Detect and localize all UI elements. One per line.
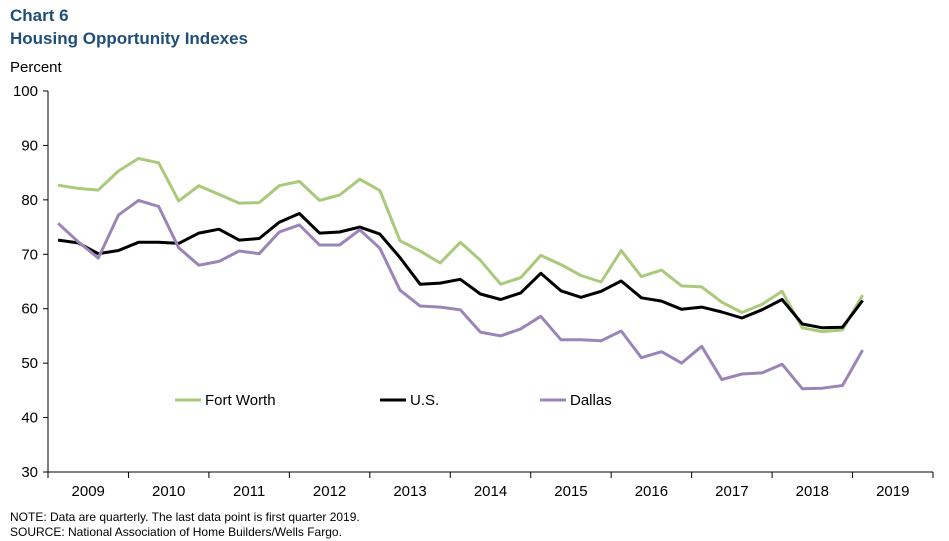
y-tick-label: 100 — [13, 83, 38, 100]
legend-label: Fort Worth — [205, 392, 276, 409]
x-tick-label: 2017 — [715, 483, 748, 500]
y-tick-label: 60 — [21, 301, 38, 318]
y-tick-label: 70 — [21, 246, 38, 263]
y-tick-label: 90 — [21, 137, 38, 154]
x-tick-label: 2009 — [72, 483, 105, 500]
series-line — [57, 212, 864, 330]
x-tick-label: 2012 — [313, 483, 346, 500]
x-tick-label: 2015 — [554, 483, 587, 500]
legend-label: U.S. — [410, 392, 439, 409]
x-tick-label: 2010 — [152, 483, 185, 500]
series-line — [57, 157, 864, 334]
x-tick-label: 2013 — [393, 483, 426, 500]
source: SOURCE: National Association of Home Bui… — [10, 525, 342, 539]
x-tick-label: 2019 — [876, 483, 909, 500]
note: NOTE: Data are quarterly. The last data … — [10, 510, 360, 524]
y-tick-label: 40 — [21, 410, 38, 427]
series-line — [57, 198, 864, 391]
y-tick-label: 80 — [21, 192, 38, 209]
chart-title: Chart 6 — [10, 6, 69, 25]
chart-subtitle: Housing Opportunity Indexes — [10, 29, 248, 48]
x-tick-label: 2016 — [635, 483, 668, 500]
y-axis-label: Percent — [10, 59, 63, 76]
legend-label: Dallas — [570, 392, 612, 409]
y-tick-label: 30 — [21, 464, 38, 481]
y-tick-label: 50 — [21, 355, 38, 372]
x-tick-label: 2011 — [233, 483, 265, 500]
x-tick-label: 2018 — [796, 483, 829, 500]
x-tick-label: 2014 — [474, 483, 507, 500]
